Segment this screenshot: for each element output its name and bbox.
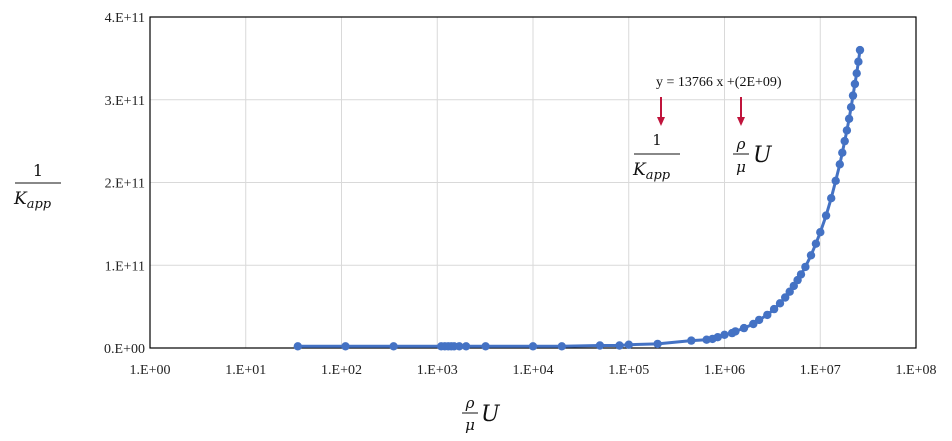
data-point <box>557 342 566 351</box>
data-point <box>852 69 861 78</box>
data-point <box>528 342 538 351</box>
data-point <box>731 327 740 336</box>
data-point <box>844 114 854 124</box>
y-axis-ticks: 0.E+00 1.E+11 2.E+11 3.E+11 4.E+11 <box>104 11 145 357</box>
x-tick-label: 1.E+01 <box>225 363 266 378</box>
data-point <box>796 270 806 279</box>
data-point <box>827 194 836 203</box>
data-point <box>835 160 844 169</box>
x-axis-ticks: 1.E+00 1.E+01 1.E+02 1.E+03 1.E+04 1.E+05 1.E+… <box>130 363 937 378</box>
x-tick-label: 1.E+05 <box>608 363 649 378</box>
series-layer <box>293 45 865 351</box>
data-point <box>754 315 764 325</box>
data-point <box>624 340 633 349</box>
y-tick-label: 3.E+11 <box>105 94 145 109</box>
x-tick-label: 1.E+06 <box>704 363 745 378</box>
data-point <box>615 341 624 350</box>
data-point <box>687 336 696 345</box>
annotation-label-2-denominator: μ <box>736 158 746 176</box>
y-tick-label: 2.E+11 <box>105 177 145 192</box>
annotation-label-1-denominator: Kapp <box>632 160 671 183</box>
data-point <box>811 239 821 248</box>
grid <box>150 17 916 348</box>
data-point <box>821 211 831 220</box>
data-point <box>769 304 779 314</box>
arrow-one-head <box>657 117 665 126</box>
data-point <box>855 45 865 55</box>
equation-annotation: y = 13766 x +(2E+09) 1 Kapp ρ μ U <box>632 75 782 183</box>
data-point <box>739 323 749 333</box>
data-point <box>341 342 350 351</box>
x-axis-label: ρ μ U <box>462 394 501 434</box>
data-point <box>595 341 605 350</box>
data-point <box>455 342 464 351</box>
data-point <box>806 251 816 260</box>
y-tick-label: 4.E+11 <box>105 11 145 26</box>
data-point <box>775 299 785 308</box>
y-label-denominator: Kapp <box>13 189 52 212</box>
data-point <box>461 342 471 351</box>
data-point <box>293 342 302 351</box>
data-point <box>763 310 772 320</box>
trendline-equation: y = 13766 x +(2E+09) <box>656 75 782 90</box>
data-point <box>848 91 858 100</box>
y-tick-label: 0.E+00 <box>104 342 145 357</box>
x-tick-label: 1.E+03 <box>417 363 458 378</box>
data-point <box>816 228 825 237</box>
annotation-label-2-variable: U <box>753 143 773 168</box>
arrow-two-head <box>737 117 745 126</box>
x-label-denominator: μ <box>465 416 475 434</box>
y-label-numerator: 1 <box>33 161 43 180</box>
data-point <box>720 330 729 339</box>
y-tick-label: 1.E+11 <box>105 259 145 274</box>
data-point <box>749 319 758 329</box>
data-point <box>831 176 840 185</box>
data-point <box>481 342 490 351</box>
x-tick-label: 1.E+04 <box>513 363 554 378</box>
data-point <box>850 79 860 89</box>
x-label-variable: U <box>481 402 501 427</box>
data-point <box>838 148 847 157</box>
annotation-label-1-numerator: 1 <box>652 131 662 149</box>
data-point <box>846 103 856 112</box>
data-point <box>389 342 398 351</box>
data-point <box>653 339 662 349</box>
x-tick-label: 1.E+07 <box>800 363 841 378</box>
y-axis-label: 1 Kapp <box>13 161 61 212</box>
data-point <box>854 57 863 66</box>
x-label-numerator: ρ <box>465 394 475 412</box>
x-tick-label: 1.E+08 <box>896 363 937 378</box>
annotation-label-2-numerator: ρ <box>736 135 746 153</box>
x-tick-label: 1.E+00 <box>130 363 171 378</box>
data-point <box>840 136 849 146</box>
data-point <box>713 333 722 342</box>
data-point <box>842 126 852 135</box>
data-point <box>785 287 794 296</box>
data-point <box>801 262 810 272</box>
data-point <box>781 293 790 302</box>
x-tick-label: 1.E+02 <box>321 363 362 378</box>
